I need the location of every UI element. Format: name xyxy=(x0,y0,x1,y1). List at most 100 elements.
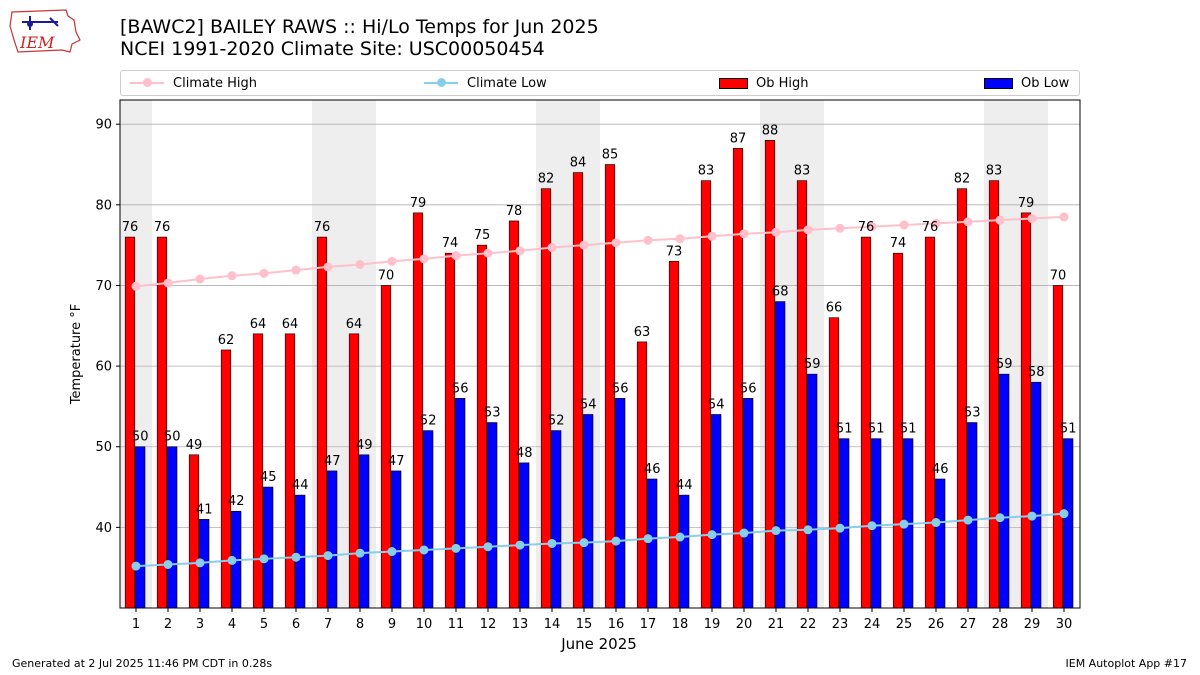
y-axis-label: Temperature °F xyxy=(69,304,84,405)
footer-generated: Generated at 2 Jul 2025 11:46 PM CDT in … xyxy=(12,657,273,670)
ob-high-label: 70 xyxy=(1050,268,1067,283)
climate-high-point xyxy=(163,278,173,288)
legend-ob-low-label: Ob Low xyxy=(1021,75,1070,91)
x-tick-label: 19 xyxy=(704,617,721,632)
ob-low-bar xyxy=(967,422,978,609)
ob-low-bar xyxy=(679,494,690,609)
x-tick-label: 14 xyxy=(544,617,561,632)
ob-high-bar xyxy=(732,148,744,609)
climate-high-point xyxy=(963,217,973,227)
climate-high-point xyxy=(995,215,1005,225)
climate-low-point xyxy=(963,515,973,525)
ob-low-label: 46 xyxy=(932,462,949,477)
climate-low-point xyxy=(291,552,301,562)
climate-high-point xyxy=(643,235,653,245)
x-tick-label: 29 xyxy=(1024,617,1041,632)
climate-low-point xyxy=(835,523,845,533)
footer-app: IEM Autoplot App #17 xyxy=(1065,657,1188,670)
ob-low-bar xyxy=(295,494,306,609)
ob-high-label: 64 xyxy=(346,317,363,332)
climate-high-point xyxy=(739,229,749,239)
x-tick-label: 3 xyxy=(196,617,204,632)
climate-high-point xyxy=(355,259,365,269)
climate-low-point xyxy=(707,530,717,540)
climate-high-point xyxy=(419,254,429,264)
title-line-1: [BAWC2] BAILEY RAWS :: Hi/Lo Temps for J… xyxy=(120,16,599,38)
ob-high-label: 74 xyxy=(442,236,459,251)
title-line-2: NCEI 1991-2020 Climate Site: USC00050454 xyxy=(120,38,545,60)
ob-high-bar xyxy=(124,236,136,609)
ob-high-bar xyxy=(956,188,968,609)
chart-title: [BAWC2] BAILEY RAWS :: Hi/Lo Temps for J… xyxy=(120,16,599,60)
climate-low-point xyxy=(323,551,333,561)
ob-low-bar xyxy=(615,398,626,609)
ob-low-bar xyxy=(519,462,530,609)
data-labels: 76 50 76 50 49 41 62 42 64 45 64 44 76 47 64 49 70 47 79 52… xyxy=(122,123,1077,517)
legend-ob-high: Ob High xyxy=(719,71,809,95)
x-tick-label: 13 xyxy=(512,617,529,632)
iem-logo: IEM xyxy=(8,6,82,58)
climate-low-point xyxy=(739,528,749,538)
climate-high-point xyxy=(803,225,813,235)
climate-low-point xyxy=(867,521,877,531)
ob-high-bar xyxy=(444,252,456,609)
ob-low-label: 42 xyxy=(228,494,245,509)
climate-lines xyxy=(131,212,1069,571)
ob-low-label: 44 xyxy=(676,478,693,493)
ob-high-label: 88 xyxy=(762,123,779,138)
x-tick-label: 6 xyxy=(292,617,300,632)
ob-low-bar xyxy=(999,373,1010,609)
ob-low-label: 41 xyxy=(196,502,213,517)
ob-high-label: 82 xyxy=(954,172,971,187)
climate-low-point xyxy=(419,545,429,555)
ob-low-label: 58 xyxy=(1028,365,1045,380)
climate-low-point xyxy=(1027,511,1037,521)
climate-high-point xyxy=(387,256,397,266)
climate-high-point xyxy=(675,234,685,244)
ob-low-label: 59 xyxy=(804,357,821,372)
climate-high-point xyxy=(579,240,589,250)
legend-climate-high-label: Climate High xyxy=(173,75,258,91)
ob-low-bar xyxy=(551,430,562,609)
x-tick-label: 23 xyxy=(832,617,849,632)
ob-low-label: 54 xyxy=(708,397,725,412)
climate-low-point xyxy=(163,559,173,569)
ob-high-label: 62 xyxy=(218,333,235,348)
plot-frame xyxy=(119,99,1081,609)
climate-high-point xyxy=(867,222,877,232)
ob-low-label: 47 xyxy=(324,454,341,469)
ob-high-label: 79 xyxy=(1018,196,1035,211)
ob-high-label: 64 xyxy=(282,317,299,332)
climate-low-point xyxy=(355,548,365,558)
ob-high-bar xyxy=(924,236,936,609)
ob-high-label: 63 xyxy=(634,325,651,340)
climate-high-line xyxy=(135,215,1065,288)
climate-low-point xyxy=(611,536,621,546)
climate-low-point xyxy=(1059,509,1069,519)
ob-high-bar xyxy=(700,180,712,609)
ob-high-bar xyxy=(188,454,200,609)
x-tick-label: 22 xyxy=(800,617,817,632)
ob-high-label: 64 xyxy=(250,317,267,332)
ob-high-label: 78 xyxy=(506,204,523,219)
ob-high-bar xyxy=(476,244,488,609)
ob-high-label: 76 xyxy=(314,220,331,235)
climate-low-point xyxy=(579,538,589,548)
ob-high-bar xyxy=(380,285,392,609)
climate-high-point xyxy=(291,265,301,275)
climate-low-point xyxy=(931,518,941,528)
ob-low-label: 56 xyxy=(612,381,629,396)
legend-ob-low: Ob Low xyxy=(984,71,1069,95)
ob-high-bar xyxy=(828,317,840,609)
ob-low-label: 53 xyxy=(484,406,501,421)
ob-low-bar xyxy=(1031,381,1042,609)
climate-high-point xyxy=(899,220,909,230)
climate-low-line xyxy=(135,512,1065,568)
logo-text: IEM xyxy=(19,33,55,52)
climate-high-point xyxy=(707,231,717,241)
climate-low-point xyxy=(803,525,813,535)
climate-high-point xyxy=(131,281,141,291)
ob-low-bar xyxy=(775,301,786,609)
ob-high-label: 79 xyxy=(410,196,427,211)
x-tick-label: 15 xyxy=(576,617,593,632)
